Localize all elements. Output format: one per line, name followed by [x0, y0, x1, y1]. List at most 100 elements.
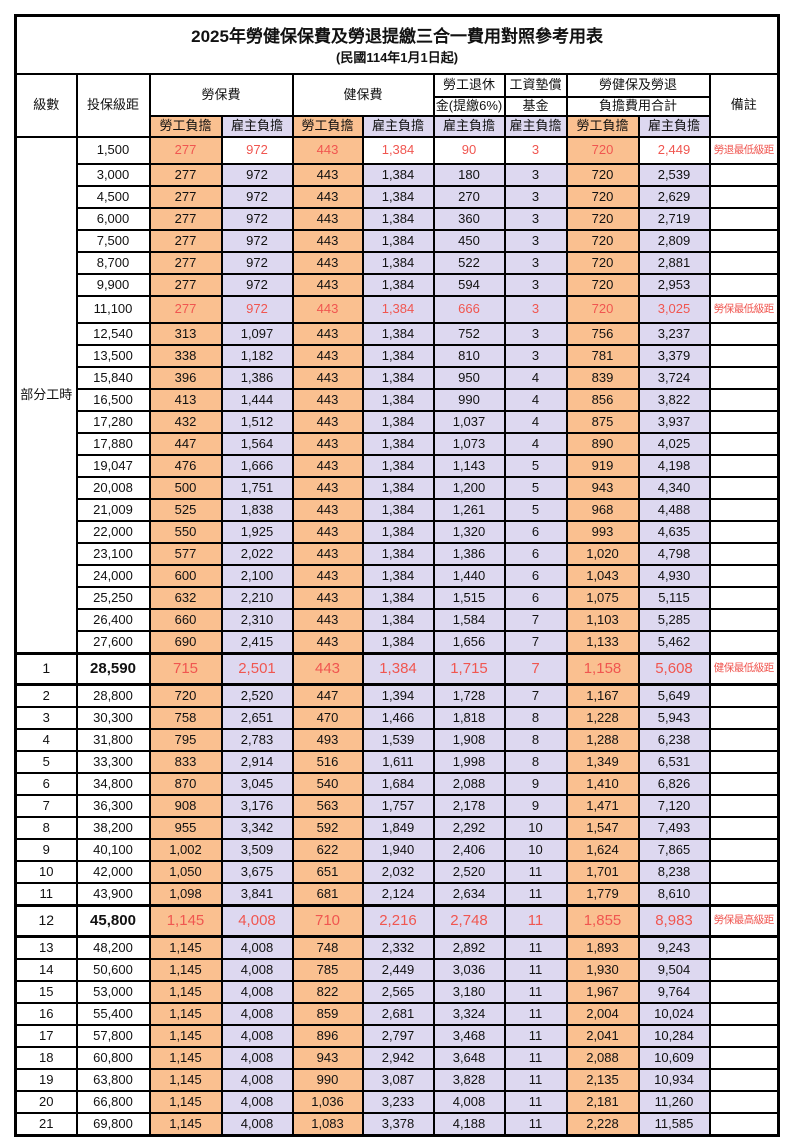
total-employee-cell: 1,547	[565, 816, 640, 840]
remark-cell	[708, 882, 780, 907]
level-cell: 11	[14, 882, 78, 907]
health-employee-cell: 443	[291, 136, 364, 165]
health-employee-cell: 443	[291, 163, 364, 187]
level-cell: 10	[14, 860, 78, 884]
bracket-cell: 26,400	[75, 608, 151, 632]
pension-employer-cell: 2,292	[432, 816, 506, 840]
total-employee-cell: 1,930	[565, 958, 640, 982]
total-employee-cell: 875	[565, 410, 640, 434]
table-row: 4,500 277 972 443 1,384 270 3 720 2,629	[16, 185, 780, 209]
labor-employer-cell: 972	[220, 251, 294, 275]
total-employee-cell: 720	[565, 207, 640, 231]
pension-employer-cell: 360	[432, 207, 506, 231]
health-employer-cell: 1,384	[361, 608, 435, 632]
remark-cell	[708, 586, 780, 610]
remark-cell	[708, 750, 780, 774]
pension-employer-cell: 3,468	[432, 1024, 506, 1048]
wage-fund-employer-cell: 6	[503, 586, 568, 610]
total-employee-cell: 1,133	[565, 630, 640, 655]
health-employee-cell: 822	[291, 980, 364, 1004]
pension-employer-cell: 3,324	[432, 1002, 506, 1026]
total-employer-cell: 6,531	[637, 750, 711, 774]
table-row: 部分工時 1,500 277 972 443 1,384 90 3 720 2,449 勞退最低級距	[14, 136, 780, 655]
bracket-cell: 3,000	[75, 163, 151, 187]
pension-employer-cell: 1,728	[432, 683, 506, 708]
table-row: 13 48,200 1,145 4,008 748 2,332 2,892 11 1,893 9,…	[14, 935, 780, 960]
table-row: 9 40,100 1,002 3,509 622 1,940 2,406 10 1,624 7,8…	[14, 838, 780, 862]
total-employee-cell: 1,967	[565, 980, 640, 1004]
remark-cell	[708, 322, 780, 346]
total-employer-cell: 4,635	[637, 520, 711, 544]
total-employer-cell: 11,260	[637, 1090, 711, 1114]
health-employee-cell: 443	[291, 608, 364, 632]
bracket-cell: 33,300	[75, 750, 151, 774]
health-employee-cell: 859	[291, 1002, 364, 1026]
table-row: 9,900 277 972 443 1,384 594 3 720 2,953	[16, 273, 780, 297]
header-remark: 備註	[708, 73, 780, 138]
labor-employer-cell: 3,045	[220, 772, 294, 796]
bracket-cell: 27,600	[75, 630, 151, 655]
total-employee-cell: 968	[565, 498, 640, 522]
labor-employee-cell: 600	[148, 564, 223, 588]
level-cell: 1	[14, 652, 78, 686]
total-employee-cell: 919	[565, 454, 640, 478]
remark-cell	[708, 564, 780, 588]
total-employer-cell: 10,934	[637, 1068, 711, 1092]
table-row: 12 45,800 1,145 4,008 710 2,216 2,748 11 1,855 8,…	[14, 904, 780, 938]
health-employee-cell: 563	[291, 794, 364, 818]
health-employee-cell: 443	[291, 476, 364, 500]
labor-employer-cell: 4,008	[220, 935, 294, 960]
wage-fund-employer-cell: 7	[503, 652, 568, 686]
table-row: 6,000 277 972 443 1,384 360 3 720 2,719	[16, 207, 780, 231]
health-employee-cell: 443	[291, 388, 364, 412]
labor-employer-cell: 4,008	[220, 980, 294, 1004]
total-employee-cell: 1,167	[565, 683, 640, 708]
total-employer-cell: 8,983	[637, 904, 711, 938]
remark-cell	[708, 608, 780, 632]
total-employee-cell: 720	[565, 229, 640, 253]
labor-employee-cell: 525	[148, 498, 223, 522]
pension-employer-cell: 2,748	[432, 904, 506, 938]
level-cell: 9	[14, 838, 78, 862]
pension-employer-cell: 2,520	[432, 860, 506, 884]
bracket-cell: 45,800	[75, 904, 151, 938]
health-employee-cell: 443	[291, 630, 364, 655]
labor-employee-cell: 432	[148, 410, 223, 434]
total-employee-cell: 943	[565, 476, 640, 500]
bracket-cell: 55,400	[75, 1002, 151, 1026]
table-row: 20 66,800 1,145 4,008 1,036 3,233 4,008 11 2,181…	[14, 1090, 780, 1114]
labor-employee-cell: 277	[148, 273, 223, 297]
bracket-cell: 38,200	[75, 816, 151, 840]
remark-cell	[708, 1090, 780, 1114]
bracket-cell: 16,500	[75, 388, 151, 412]
health-employer-cell: 1,384	[361, 366, 435, 390]
remark-cell	[708, 366, 780, 390]
health-employer-cell: 1,384	[361, 652, 435, 686]
bracket-cell: 60,800	[75, 1046, 151, 1070]
health-employer-cell: 1,384	[361, 476, 435, 500]
header-total-line2: 負擔費用合計	[565, 96, 711, 117]
labor-employee-cell: 1,145	[148, 980, 223, 1004]
labor-employee-cell: 277	[148, 229, 223, 253]
labor-employer-cell: 3,342	[220, 816, 294, 840]
header-pension-line1: 勞工退休	[432, 73, 506, 98]
level-cell: 20	[14, 1090, 78, 1114]
wage-fund-employer-cell: 5	[503, 498, 568, 522]
remark-cell	[708, 344, 780, 368]
remark-cell	[708, 683, 780, 708]
wage-fund-employer-cell: 4	[503, 366, 568, 390]
wage-fund-employer-cell: 11	[503, 958, 568, 982]
labor-employer-cell: 4,008	[220, 1046, 294, 1070]
labor-employee-cell: 277	[148, 295, 223, 324]
total-employer-cell: 4,798	[637, 542, 711, 566]
health-employer-cell: 3,233	[361, 1090, 435, 1114]
health-employee-cell: 651	[291, 860, 364, 884]
total-employer-cell: 8,238	[637, 860, 711, 884]
pension-employer-cell: 3,828	[432, 1068, 506, 1092]
pension-employer-cell: 3,648	[432, 1046, 506, 1070]
table-row: 23,100 577 2,022 443 1,384 1,386 6 1,020 4,798	[16, 542, 780, 566]
pension-employer-cell: 1,440	[432, 564, 506, 588]
health-employer-cell: 1,394	[361, 683, 435, 708]
labor-employee-cell: 338	[148, 344, 223, 368]
total-employee-cell: 1,893	[565, 935, 640, 960]
